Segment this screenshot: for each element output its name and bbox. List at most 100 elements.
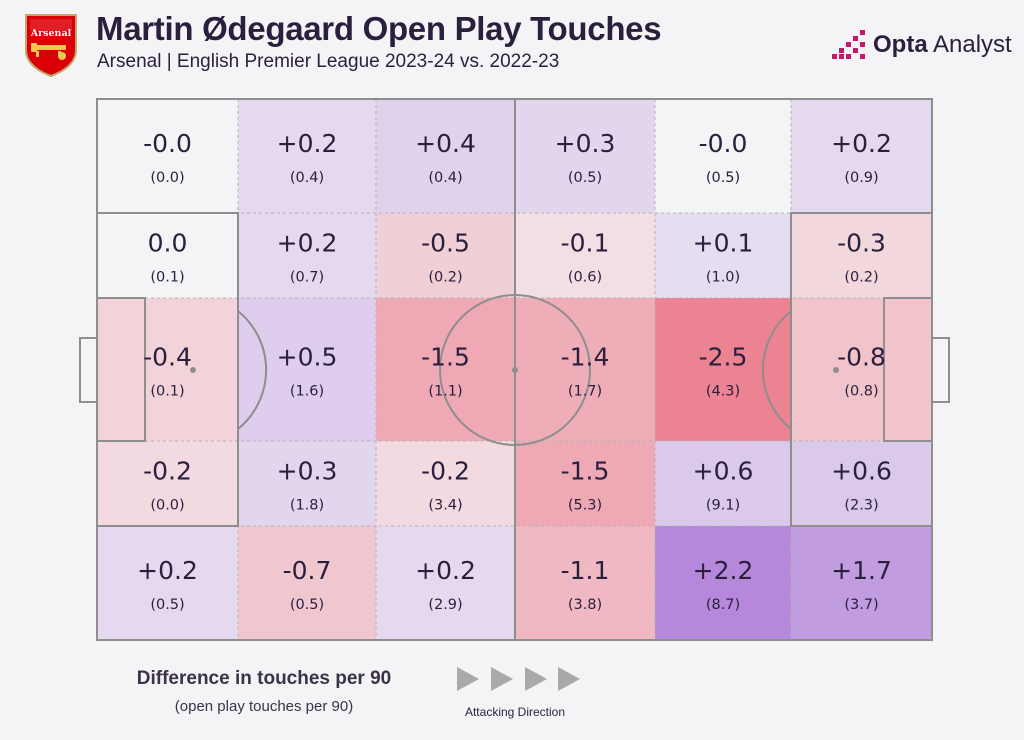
cell-difference-label: +1.7: [831, 556, 892, 585]
heatmap-cell: [238, 441, 376, 526]
arrow-icon: [491, 667, 513, 691]
heatmap-cell: [97, 526, 238, 640]
centre-spot: [512, 367, 518, 373]
heatmap-cell: [655, 99, 791, 213]
cell-difference-label: +0.1: [693, 229, 754, 258]
heatmap-cell: [791, 441, 932, 526]
heatmap-cell: [376, 298, 515, 441]
heatmap-cell: [655, 526, 791, 640]
cell-difference-label: -1.5: [561, 457, 610, 486]
attacking-direction-arrows: [457, 667, 580, 691]
heatmap-cell: [376, 526, 515, 640]
heatmap-cell: [515, 298, 655, 441]
cell-difference-label: -0.7: [283, 556, 332, 585]
cell-touches-label: (1.6): [290, 384, 324, 400]
cell-touches-label: (0.2): [844, 270, 878, 286]
heatmap-cell: [655, 298, 791, 441]
cell-difference-label: -0.5: [421, 229, 470, 258]
left-penalty-arc: [237, 310, 268, 430]
heatmap-cell: [97, 99, 238, 213]
cell-difference-label: +0.4: [415, 129, 476, 158]
cell-touches-label: (4.3): [706, 384, 740, 400]
heatmap-cell: [791, 213, 932, 298]
centre-circle: [439, 294, 591, 446]
heatmap-cell: [376, 441, 515, 526]
cell-touches-label: (0.4): [290, 170, 324, 186]
cell-touches-label: (5.3): [568, 498, 602, 514]
cell-difference-label: +0.6: [693, 457, 754, 486]
cell-difference-label: -0.4: [143, 343, 192, 372]
cell-difference-label: +0.2: [277, 229, 338, 258]
cell-touches-label: (3.8): [568, 597, 602, 613]
cell-touches-label: (1.7): [568, 384, 602, 400]
heatmap-cell: [515, 99, 655, 213]
cell-difference-label: -0.0: [143, 129, 192, 158]
cell-touches-label: (8.7): [706, 597, 740, 613]
opta-dots-icon: [832, 30, 865, 59]
cell-touches-label: (0.0): [150, 498, 184, 514]
arsenal-crest-logo: Arsenal: [25, 14, 77, 78]
cell-difference-label: -1.5: [421, 343, 470, 372]
page-title: Martin Ødegaard Open Play Touches: [96, 10, 662, 47]
heatmap-cell: [238, 526, 376, 640]
cell-difference-label: +0.2: [831, 129, 892, 158]
cell-touches-label: (0.1): [150, 270, 184, 286]
cell-touches-label: (0.7): [290, 270, 324, 286]
heatmap-cell: [791, 99, 932, 213]
arrow-icon: [457, 667, 479, 691]
opta-analyst-logo: Opta Analyst: [832, 30, 1018, 64]
cell-difference-label: -0.0: [699, 129, 748, 158]
right-penalty-spot: [833, 367, 839, 373]
heatmap-cell: [238, 99, 376, 213]
cell-touches-label: (0.0): [150, 170, 184, 186]
cell-difference-label: +0.2: [415, 556, 476, 585]
cell-touches-label: (0.5): [568, 170, 602, 186]
right-goal: [931, 337, 950, 403]
arrow-icon: [558, 667, 580, 691]
cell-difference-label: -0.2: [143, 457, 192, 486]
heatmap-cell: [376, 99, 515, 213]
cell-touches-label: (0.1): [150, 384, 184, 400]
cell-difference-label: +0.6: [831, 457, 892, 486]
cell-touches-label: (1.1): [428, 384, 462, 400]
cell-touches-label: (3.4): [428, 498, 462, 514]
brand-bold: Opta: [873, 31, 928, 58]
heatmap-cell: [238, 213, 376, 298]
heatmap-cell: [791, 526, 932, 640]
cell-touches-label: (0.6): [568, 270, 602, 286]
heatmap-cell: [97, 441, 238, 526]
cell-difference-label: -0.3: [837, 229, 886, 258]
left-penalty-spot: [190, 367, 196, 373]
cell-touches-label: (0.2): [428, 270, 462, 286]
cell-touches-label: (0.5): [290, 597, 324, 613]
cell-difference-label: +2.2: [693, 556, 754, 585]
cell-touches-label: (9.1): [706, 498, 740, 514]
legend-title: Difference in touches per 90: [136, 668, 392, 689]
heatmap-cell: [515, 441, 655, 526]
cell-difference-label: -1.4: [561, 343, 610, 372]
brand-light: Analyst: [927, 31, 1012, 58]
cell-touches-label: (2.9): [428, 597, 462, 613]
attacking-direction-label: Attacking Direction: [464, 705, 566, 719]
cell-difference-label: -2.5: [699, 343, 748, 372]
cell-touches-label: (0.9): [844, 170, 878, 186]
cell-difference-label: +0.3: [277, 457, 338, 486]
cell-difference-label: +0.2: [137, 556, 198, 585]
pitch-heatmap: -0.0 (0.0) +0.2 (0.4) +0.4 (0.4) +0.3 (0.5) -0.0…: [79, 98, 950, 641]
cell-touches-label: (0.5): [706, 170, 740, 186]
heatmap-cell: [655, 441, 791, 526]
left-goal: [79, 337, 98, 403]
heatmap-cell: [791, 298, 932, 441]
cell-difference-label: +0.2: [277, 129, 338, 158]
cell-difference-label: -0.1: [561, 229, 610, 258]
heatmap-cell: [97, 298, 238, 441]
cell-touches-label: (0.8): [844, 384, 878, 400]
heatmap-cell: [655, 213, 791, 298]
cell-difference-label: +0.5: [277, 343, 338, 372]
cell-difference-label: -0.2: [421, 457, 470, 486]
arrow-icon: [525, 667, 547, 691]
heatmap-cell: [515, 526, 655, 640]
cell-touches-label: (3.7): [844, 597, 878, 613]
right-penalty-arc: [761, 310, 792, 430]
crest-text: Arsenal: [30, 28, 72, 39]
